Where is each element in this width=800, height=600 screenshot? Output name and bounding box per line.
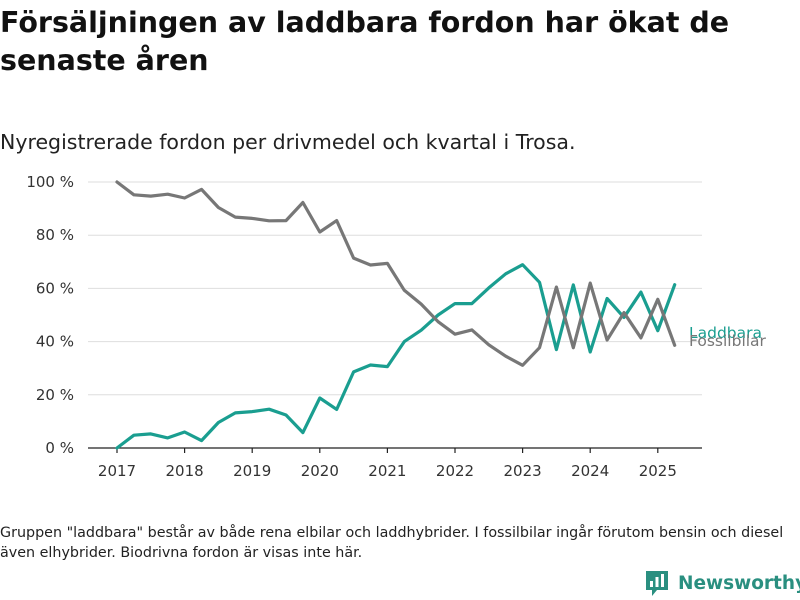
x-axis: 2017 2018 2019 2020 2021 2022 2023 2024 2025	[88, 447, 702, 480]
x-tick-label: 2024	[571, 462, 609, 480]
y-tick-label: 80 %	[36, 226, 74, 244]
bar-chart-logo-icon	[646, 571, 668, 596]
x-tick-label: 2020	[301, 462, 339, 480]
x-tick-label: 2019	[233, 462, 271, 480]
y-tick-label: 0 %	[45, 439, 74, 457]
x-tick-label: 2023	[504, 462, 542, 480]
y-tick-label: 20 %	[36, 386, 74, 404]
series-lines	[115, 180, 677, 450]
logo-text: Newsworthy	[678, 572, 800, 594]
x-tick-label: 2021	[368, 462, 406, 480]
x-tick-label: 2025	[639, 462, 677, 480]
chart-title: Försäljningen av laddbara fordon har öka…	[0, 6, 730, 77]
y-tick-label: 40 %	[36, 333, 74, 351]
series-label-laddbara: Laddbara	[689, 324, 762, 342]
series-label-fossilbilar: Fossilbilar	[689, 332, 767, 350]
x-tick-label: 2017	[98, 462, 136, 480]
x-tick-label: 2022	[436, 462, 474, 480]
footnote: Gruppen "laddbara" består av både rena e…	[0, 525, 784, 561]
chart-subtitle: Nyregistrerade fordon per drivmedel och …	[0, 130, 576, 154]
newsworthy-logo[interactable]: Newsworthy	[644, 568, 800, 598]
x-tick-label: 2018	[166, 462, 204, 480]
series-line-laddbara	[115, 263, 677, 450]
y-tick-label: 100 %	[26, 173, 74, 191]
line-chart: 0 % 20 % 40 % 60 % 80 % 100 % 2017 2018 2019 202…	[26, 173, 767, 480]
series-line-fossilbilar	[115, 180, 677, 367]
y-tick-label: 60 %	[36, 279, 74, 297]
y-axis: 0 % 20 % 40 % 60 % 80 % 100 %	[26, 173, 74, 457]
gridlines	[88, 181, 702, 396]
